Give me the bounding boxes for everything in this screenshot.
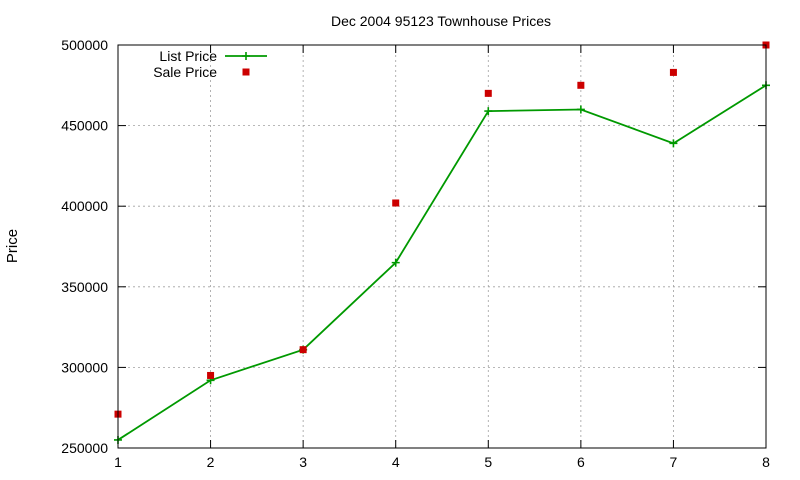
data-point (484, 107, 493, 116)
series-sale-price (114, 41, 770, 418)
data-point (484, 89, 492, 97)
data-point (299, 346, 307, 354)
y-tick-label: 300000 (61, 359, 108, 375)
series-line (117, 84, 767, 441)
chart-title: Dec 2004 95123 Townhouse Prices (331, 13, 551, 29)
legend-label: Sale Price (153, 64, 217, 80)
y-axis-label: Price (4, 229, 21, 263)
y-tick-label: 450000 (61, 118, 108, 134)
legend-marker (242, 68, 250, 76)
legend-marker (242, 52, 250, 60)
axis-ticks: 250000 300000 350000 400000 450000 500000 1 2 3 4… (61, 37, 770, 470)
data-point (577, 81, 585, 89)
x-tick-label: 5 (484, 454, 492, 470)
x-tick-label: 2 (207, 454, 215, 470)
data-point (392, 199, 400, 207)
legend-label: List Price (159, 48, 217, 64)
x-tick-label: 3 (299, 454, 307, 470)
x-tick-label: 7 (670, 454, 678, 470)
y-tick-label: 500000 (61, 37, 108, 53)
data-point (669, 139, 678, 148)
x-tick-label: 8 (762, 454, 770, 470)
y-tick-label: 400000 (61, 198, 108, 214)
y-tick-label: 350000 (61, 279, 108, 295)
x-tick-label: 4 (392, 454, 400, 470)
y-tick-label: 250000 (61, 440, 108, 456)
grid-lines (118, 45, 766, 448)
data-point (207, 371, 215, 379)
data-point (391, 258, 400, 267)
x-tick-label: 6 (577, 454, 585, 470)
plot-border (117, 44, 767, 449)
x-tick-label: 1 (114, 454, 122, 470)
data-point (576, 105, 585, 114)
data-series (114, 41, 770, 444)
series-list-price (114, 81, 770, 444)
data-point (669, 68, 677, 76)
